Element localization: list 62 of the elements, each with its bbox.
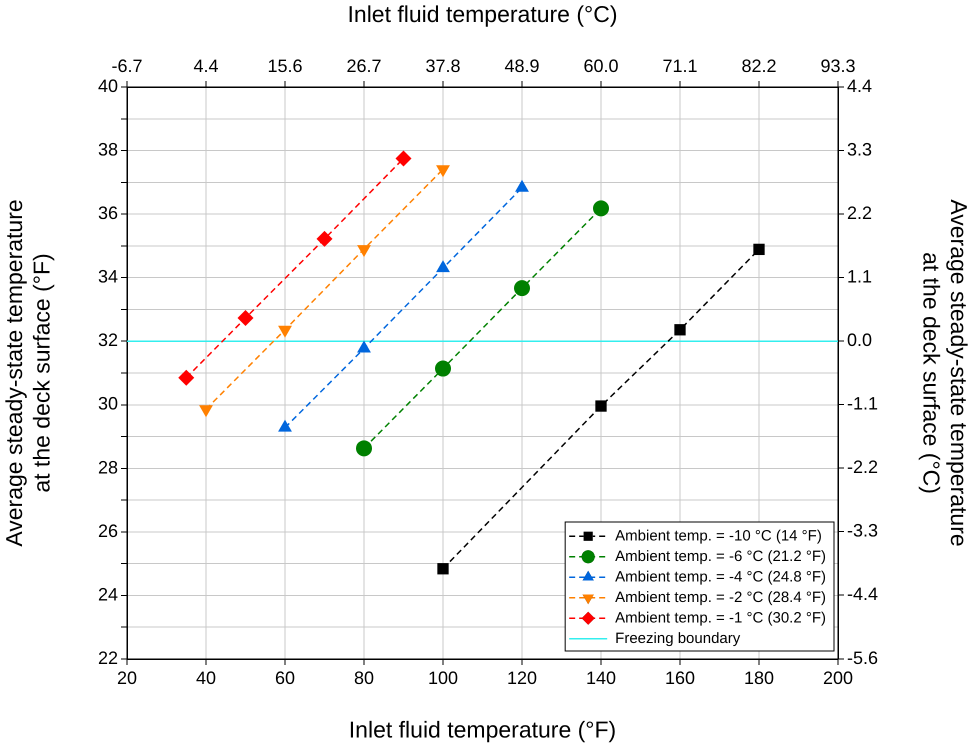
point [396,150,412,166]
point [435,360,451,377]
y2-tick-label: -2.2 [847,456,878,477]
x-tick-label: 140 [586,668,616,688]
y-tick-label: 30 [98,394,118,414]
point [753,244,765,256]
x2-tick-label: -6.7 [111,56,143,76]
x-tick-label: 60 [274,668,296,688]
x2-tick-label: 93.3 [820,56,856,76]
x-tick-label: 200 [822,668,854,688]
y-tick-label: 28 [98,457,118,478]
x-tick-label: 100 [428,668,458,688]
x2-tick-label: 26.7 [346,56,382,76]
point [595,400,607,412]
y2-tick-label: 4.4 [847,76,872,96]
x2-tick-label: 37.8 [426,56,461,76]
x2-tick-label: 4.4 [193,56,219,76]
point [514,280,530,296]
y-tick-label: 24 [98,584,118,604]
legend-label: Ambient temp. = -2 °C (28.4 °F) [615,588,826,606]
point [178,370,194,386]
legend-label: Ambient temp. = -1 °C (30.2 °F) [615,609,826,626]
x-axis-title: Inlet fluid temperature (°F) [348,716,616,743]
y-tick-label: 40 [98,76,118,96]
y-tick-label: 22 [98,648,118,668]
x2-tick-label: 82.2 [741,56,777,76]
y2-tick-label: -4.4 [847,584,878,604]
x2-tick-label: 71.1 [662,56,698,76]
y2-tick-label: 2.2 [847,202,872,223]
x2-axis-title: Inlet fluid temperature (°C) [348,1,618,28]
y-tick-label: 26 [98,520,118,541]
y2-tick-label: 1.1 [847,266,872,286]
x2-tick-label: 60.0 [584,56,619,76]
y2-tick-label: 3.3 [847,139,872,160]
x-tick-label: 180 [744,668,774,688]
x-tick-label: 20 [116,668,138,688]
y-tick-label: 32 [98,330,118,350]
x-tick-label: 80 [354,668,374,688]
x2-tick-label: 15.6 [268,56,303,76]
y-tick-label: 34 [98,266,118,287]
legend-label: Ambient temp. = -6 °C (21.2 °F) [615,548,826,565]
y2-tick-label: 0.0 [847,330,872,350]
point [593,200,609,216]
legend-label: Ambient temp. = -4 °C (24.8 °F) [615,568,826,586]
y-tick-label: 38 [98,140,118,160]
y2-axis-title: Average steady-state temperature at the deck surface (°C) [918,199,972,547]
x-tick-label: 120 [506,668,538,688]
point [674,324,686,336]
x-tick-label: 160 [664,668,696,688]
legend-label: Ambient temp. = -10 °C (14 °F) [615,527,822,544]
point [437,563,449,574]
legend-label: Freezing boundary [615,630,741,647]
y2-tick-label: -5.6 [847,648,878,668]
y2-tick-label: -1.1 [847,393,878,414]
point [316,230,332,247]
x2-tick-label: 48.9 [504,56,540,76]
point [356,440,372,456]
x-tick-label: 40 [196,668,216,688]
y-tick-label: 36 [98,203,118,224]
y-axis-title: Average steady-state temperature at the deck surface (°F) [1,199,55,547]
point [238,310,254,326]
y2-tick-label: -3.3 [847,520,878,540]
